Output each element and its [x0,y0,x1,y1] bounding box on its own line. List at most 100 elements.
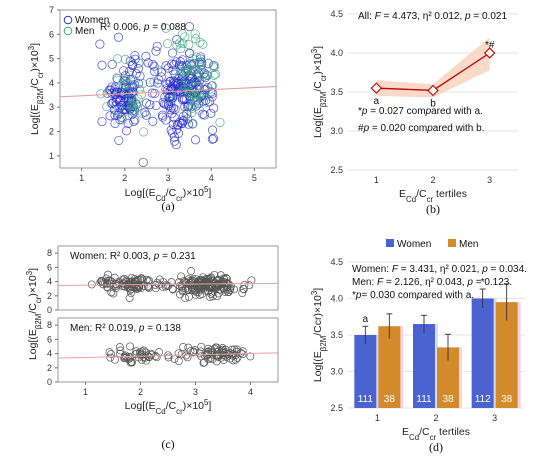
data-point [201,70,212,80]
data-point [207,282,215,291]
data-point [190,65,200,75]
data-point [138,79,148,89]
data-point [209,70,219,80]
data-point [107,98,117,109]
data-point [164,93,174,103]
data-point [143,58,153,68]
y-tick-label: 5 [49,54,54,64]
data-point [118,281,127,290]
data-point [112,280,121,289]
data-point [213,292,221,301]
x-tick-label: 2 [138,387,143,397]
data-point [239,284,248,293]
data-point [164,281,173,290]
data-point [179,343,188,351]
data-point [238,289,247,298]
data-point [159,99,170,109]
data-point [221,345,230,354]
data-point [166,94,176,104]
legend-marker [63,15,73,25]
data-point [143,282,152,291]
data-point [191,285,199,294]
data-point [112,54,123,64]
bar [354,335,377,408]
x-tick-label: 3 [193,387,198,397]
data-point [175,38,185,48]
bar [495,302,518,408]
data-point [175,281,184,290]
data-point [187,119,197,129]
data-point [192,71,202,81]
data-point [136,89,146,100]
y-tick-label: 7 [49,5,54,15]
data-point [197,57,207,67]
data-point [185,292,193,301]
data-point [191,97,201,107]
data-point [112,87,122,97]
data-point [190,135,201,145]
data-point [132,347,141,356]
bar [471,298,494,408]
x-tick-label: 2 [122,173,127,183]
data-point [207,290,216,298]
data-point [206,108,216,118]
data-point [199,110,210,120]
data-point [483,47,496,59]
data-point [127,289,135,298]
data-point [122,86,132,96]
stat-annotation: Men: F = 2.126, η² 0.043, p = 0.123. [352,277,512,288]
data-point [150,88,160,99]
data-point [122,353,131,362]
data-point [125,354,134,363]
data-point [196,60,207,70]
data-point [247,276,256,285]
x-tick-label: 4 [209,173,214,183]
data-point [177,80,187,90]
data-point [138,347,147,356]
regression-line [59,86,277,98]
data-point [153,65,163,75]
data-point [185,88,195,98]
data-point [225,286,234,294]
data-point [138,127,149,137]
data-point [172,40,182,50]
y-tick-label: 2 [47,291,52,301]
data-point [148,116,158,126]
legend-label: Men [75,26,94,37]
panel-caption: (b) [426,202,440,216]
data-point [125,294,134,302]
data-point [107,350,116,359]
regression-line [57,282,279,286]
data-point [222,274,231,283]
data-point [131,350,140,359]
data-point [134,58,144,68]
data-point [120,79,130,89]
data-point [197,277,206,286]
x-axis-label: Log[(ECd/Ccr)×105] [125,185,212,203]
data-point [178,116,188,126]
data-point [112,75,122,85]
data-point [127,109,137,119]
y-tick-label: 0 [47,305,52,315]
stat-annotation: R² 0.006, p = 0.088 [100,22,186,33]
y-tick-label: 3.5 [330,330,343,340]
data-point [130,115,140,125]
data-point [174,349,183,358]
data-point [145,77,155,87]
data-point [133,94,143,104]
legend-swatch [448,239,456,247]
stat-annotation: All: F = 4.473, η² 0.012, p = 0.021 [358,11,507,22]
data-point [171,87,181,97]
data-point [195,349,204,358]
data-point [176,290,184,299]
legend-swatch [386,239,394,247]
stat-annotation: Women: F = 3.431, η² 0.021, p = 0.034. [352,264,527,275]
data-point [109,289,118,298]
data-point [173,78,183,89]
data-point [174,117,184,127]
data-point [115,343,124,352]
data-point [144,282,153,291]
data-point [119,66,129,76]
